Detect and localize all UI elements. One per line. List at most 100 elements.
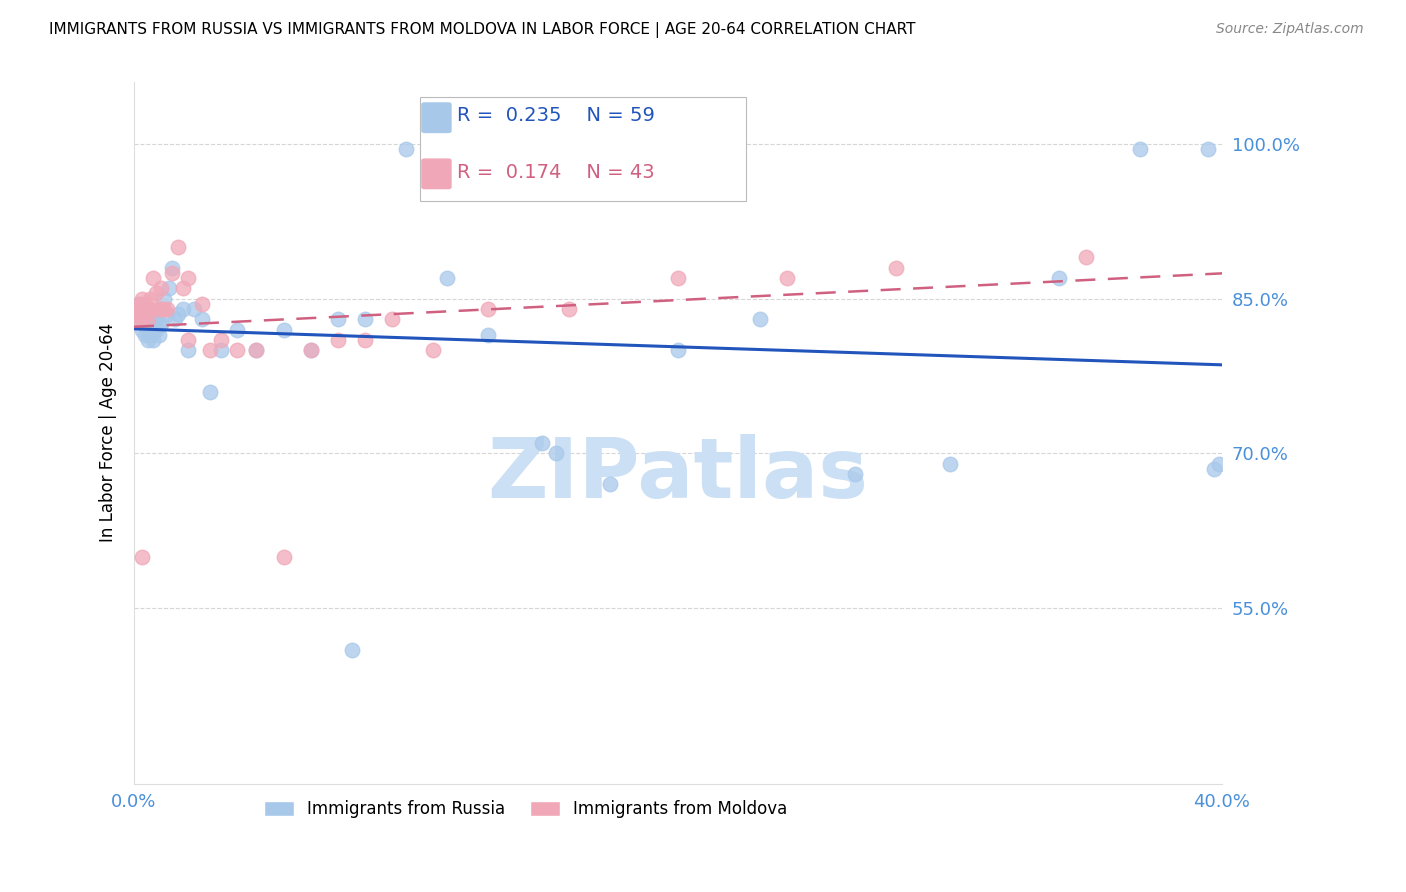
Point: [139, 318, 162, 332]
Point: [326, 333, 349, 347]
Point: [125, 301, 148, 316]
Point: [477, 327, 499, 342]
Point: [1197, 142, 1219, 156]
Point: [544, 446, 567, 460]
Point: [666, 271, 689, 285]
Point: [172, 281, 194, 295]
Point: [1202, 462, 1225, 476]
Point: [748, 312, 770, 326]
Point: [183, 301, 205, 316]
Point: [136, 333, 159, 347]
Point: [558, 301, 581, 316]
Point: [139, 307, 162, 321]
Point: [148, 301, 170, 316]
Point: [354, 333, 377, 347]
Text: IMMIGRANTS FROM RUSSIA VS IMMIGRANTS FROM MOLDOVA IN LABOR FORCE | AGE 20-64 COR: IMMIGRANTS FROM RUSSIA VS IMMIGRANTS FRO…: [49, 22, 915, 38]
Point: [340, 642, 363, 657]
Point: [134, 318, 156, 332]
Point: [191, 312, 214, 326]
Point: [198, 343, 221, 358]
Point: [157, 281, 180, 295]
Point: [177, 333, 200, 347]
Point: [163, 312, 186, 326]
Point: [139, 327, 162, 342]
Point: [381, 312, 404, 326]
Point: [153, 301, 176, 316]
Point: [131, 301, 153, 316]
Point: [1074, 251, 1097, 265]
Point: [128, 297, 150, 311]
Point: [142, 271, 165, 285]
Point: [150, 318, 173, 332]
Point: [160, 260, 183, 275]
Point: [844, 467, 866, 482]
Point: [136, 312, 159, 326]
Point: [125, 312, 148, 326]
Point: [326, 312, 349, 326]
Point: [125, 301, 148, 316]
Point: [128, 297, 150, 311]
Point: [134, 327, 156, 342]
Point: [145, 312, 167, 326]
Point: [209, 333, 232, 347]
Point: [131, 323, 153, 337]
Point: [136, 323, 159, 337]
Point: [354, 312, 377, 326]
Point: [136, 301, 159, 316]
Point: [125, 312, 148, 326]
Point: [226, 323, 249, 337]
Point: [191, 297, 214, 311]
Point: [166, 307, 188, 321]
Point: [139, 292, 162, 306]
Point: [150, 301, 173, 316]
Point: [131, 312, 153, 326]
Point: [160, 266, 183, 280]
FancyBboxPatch shape: [420, 97, 747, 202]
Point: [198, 384, 221, 399]
Point: [209, 343, 232, 358]
Point: [884, 260, 907, 275]
Point: [148, 318, 170, 332]
Point: [299, 343, 322, 358]
Point: [134, 307, 156, 321]
Point: [131, 301, 153, 316]
Point: [422, 343, 444, 358]
Point: [139, 301, 162, 316]
Point: [177, 343, 200, 358]
Point: [156, 301, 179, 316]
Text: R =  0.174    N = 43: R = 0.174 N = 43: [457, 162, 655, 182]
Legend: Immigrants from Russia, Immigrants from Moldova: Immigrants from Russia, Immigrants from …: [257, 793, 794, 824]
Point: [172, 301, 194, 316]
Point: [273, 549, 295, 564]
Point: [299, 343, 322, 358]
Text: ZIPatlas: ZIPatlas: [488, 434, 869, 516]
Point: [134, 297, 156, 311]
Point: [156, 307, 179, 321]
Point: [530, 436, 553, 450]
Point: [148, 327, 170, 342]
Text: R =  0.235    N = 59: R = 0.235 N = 59: [457, 106, 655, 126]
Y-axis label: In Labor Force | Age 20-64: In Labor Force | Age 20-64: [100, 323, 117, 542]
Point: [776, 271, 799, 285]
Text: Source: ZipAtlas.com: Source: ZipAtlas.com: [1216, 22, 1364, 37]
Point: [177, 271, 200, 285]
Point: [939, 457, 962, 471]
Point: [128, 307, 150, 321]
Point: [477, 301, 499, 316]
FancyBboxPatch shape: [422, 103, 451, 133]
Point: [226, 343, 249, 358]
Point: [142, 312, 165, 326]
Point: [1047, 271, 1070, 285]
Point: [142, 323, 165, 337]
Point: [153, 292, 176, 306]
Point: [245, 343, 267, 358]
Point: [145, 286, 167, 301]
Point: [145, 323, 167, 337]
Point: [150, 281, 173, 295]
Point: [436, 271, 458, 285]
Point: [273, 323, 295, 337]
Point: [142, 333, 165, 347]
Point: [1208, 457, 1230, 471]
Point: [150, 301, 173, 316]
Point: [166, 240, 188, 254]
